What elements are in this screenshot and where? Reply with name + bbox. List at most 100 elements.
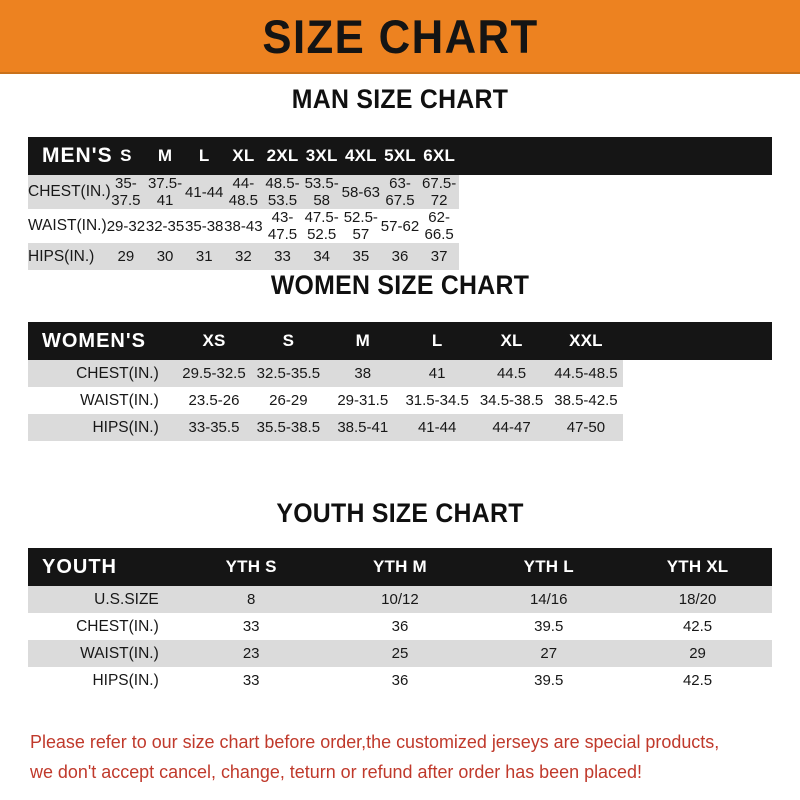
measurement-cell: 31.5-34.5 xyxy=(399,387,475,414)
row-spacer xyxy=(458,175,772,209)
measurement-cell: 44-47 xyxy=(474,414,549,441)
measurement-cell: 32.5-35.5 xyxy=(251,360,326,387)
header-spacer xyxy=(459,137,772,175)
measurement-cell: 35 xyxy=(341,243,381,270)
column-header: XS xyxy=(202,331,226,350)
measurement-cell: 67.5-72 xyxy=(419,175,459,209)
section-title-youth: YOUTH SIZE CHART xyxy=(276,498,524,528)
measurement-cell: 38-43 xyxy=(223,209,263,243)
measurement-cell: 23 xyxy=(176,640,326,667)
footer-notice: Please refer to our size chart before or… xyxy=(30,727,753,787)
measurement-cell: 36 xyxy=(380,243,420,270)
measurement-cell: 36 xyxy=(325,667,475,694)
measurement-cell: 10/12 xyxy=(325,586,475,613)
column-header: YTH L xyxy=(523,557,574,576)
banner: SIZE CHART xyxy=(0,0,800,74)
men-table-head: MEN'S S M L XL 2XL 3XL 4XL 5XL 6XL xyxy=(28,137,772,175)
measurement-cell: 33 xyxy=(262,243,303,270)
row-label: HIPS(IN.) xyxy=(28,414,177,441)
column-header: S xyxy=(282,331,295,350)
measurement-cell: 42.5 xyxy=(623,667,772,694)
table-row: WAIST(IN.) 23 25 27 29 xyxy=(28,640,772,667)
measurement-cell: 58-63 xyxy=(341,175,381,209)
column-header: YTH S xyxy=(225,557,277,576)
table-row: WAIST(IN.) 23.5-26 26-29 29-31.5 31.5-34.5 34… xyxy=(28,387,772,414)
measurement-cell: 37.5-41 xyxy=(145,175,185,209)
youth-size-table: YOUTH YTH S YTH M YTH L YTH XL U.S.SIZE 8 10/1… xyxy=(28,548,772,694)
row-label: HIPS(IN.) xyxy=(28,667,177,694)
measurement-cell: 35-37.5 xyxy=(106,175,146,209)
men-table-body: CHEST(IN.) 35-37.5 37.5-41 41-44 44-48.5 48.5… xyxy=(28,175,772,270)
measurement-cell: 41-44 xyxy=(184,175,224,209)
table-header-row: YOUTH YTH S YTH M YTH L YTH XL xyxy=(28,548,772,586)
measurement-cell: 29 xyxy=(623,640,772,667)
measurement-cell: 14/16 xyxy=(474,586,624,613)
measurement-cell: 52.5-57 xyxy=(341,209,381,243)
youth-table-head: YOUTH YTH S YTH M YTH L YTH XL xyxy=(28,548,772,586)
table-row: WAIST(IN.) 29-32 32-35 35-38 38-43 43-47.5 47.… xyxy=(28,209,772,243)
measurement-cell: 18/20 xyxy=(623,586,772,613)
row-label: WAIST(IN.) xyxy=(28,387,177,414)
women-table-body: CHEST(IN.) 29.5-32.5 32.5-35.5 38 41 44.5 44.5… xyxy=(28,360,772,441)
column-header: XL xyxy=(500,331,523,350)
table-row: U.S.SIZE 8 10/12 14/16 18/20 xyxy=(28,586,772,613)
measurement-cell: 30 xyxy=(145,243,185,270)
measurement-cell: 53.5-58 xyxy=(302,175,342,209)
table-row: CHEST(IN.) 35-37.5 37.5-41 41-44 44-48.5 48.5… xyxy=(28,175,772,209)
measurement-cell: 33 xyxy=(176,667,326,694)
women-table-head: WOMEN'S XS S M L XL XXL xyxy=(28,322,772,360)
column-header: YTH XL xyxy=(666,557,729,576)
table-corner-label: YOUTH xyxy=(42,555,117,578)
measurement-cell: 29 xyxy=(106,243,146,270)
measurement-cell: 34.5-38.5 xyxy=(474,387,549,414)
measurement-cell: 47.5-52.5 xyxy=(302,209,342,243)
youth-table-body: U.S.SIZE 8 10/12 14/16 18/20 CHEST(IN.) 33 36 39… xyxy=(28,586,772,694)
column-header: M xyxy=(157,146,173,165)
measurement-cell: 38.5-42.5 xyxy=(548,387,624,414)
table-header-row: MEN'S S M L XL 2XL 3XL 4XL 5XL 6XL xyxy=(28,137,772,175)
row-label: CHEST(IN.) xyxy=(28,360,177,387)
measurement-cell: 26-29 xyxy=(251,387,326,414)
row-spacer xyxy=(458,209,772,243)
measurement-cell: 39.5 xyxy=(474,667,624,694)
table-corner-label: WOMEN'S xyxy=(42,329,146,352)
section-title-man: MAN SIZE CHART xyxy=(291,84,509,114)
measurement-cell: 32 xyxy=(223,243,263,270)
row-spacer xyxy=(623,387,772,414)
women-size-table: WOMEN'S XS S M L XL XXL CHEST(IN.) 29.5-32.5 32.… xyxy=(28,322,772,441)
measurement-cell: 57-62 xyxy=(380,209,420,243)
table-row: CHEST(IN.) 29.5-32.5 32.5-35.5 38 41 44.5 44.5… xyxy=(28,360,772,387)
measurement-cell: 33-35.5 xyxy=(176,414,252,441)
column-header: YTH M xyxy=(373,557,427,576)
table-row: HIPS(IN.) 33-35.5 35.5-38.5 38.5-41 41-44 44-… xyxy=(28,414,772,441)
row-label: WAIST(IN.) xyxy=(28,640,177,667)
measurement-cell: 62-66.5 xyxy=(419,209,459,243)
measurement-cell: 41-44 xyxy=(399,414,475,441)
measurement-cell: 48.5-53.5 xyxy=(262,175,303,209)
measurement-cell: 44.5-48.5 xyxy=(548,360,624,387)
column-header: L xyxy=(198,146,210,165)
table-row: CHEST(IN.) 33 36 39.5 42.5 xyxy=(28,613,772,640)
row-label: U.S.SIZE xyxy=(28,586,177,613)
measurement-cell: 29-31.5 xyxy=(325,387,400,414)
table-row: HIPS(IN.) 29 30 31 32 33 34 35 36 37 xyxy=(28,243,772,270)
measurement-cell: 36 xyxy=(325,613,475,640)
measurement-cell: 29.5-32.5 xyxy=(176,360,252,387)
measurement-cell: 38.5-41 xyxy=(325,414,400,441)
section-title-women: WOMEN SIZE CHART xyxy=(270,270,530,300)
page-title: SIZE CHART xyxy=(261,9,539,63)
measurement-cell: 38 xyxy=(325,360,400,387)
row-label: HIPS(IN.) xyxy=(28,243,107,270)
column-header: 6XL xyxy=(423,146,456,165)
measurement-cell: 41 xyxy=(399,360,475,387)
measurement-cell: 39.5 xyxy=(474,613,624,640)
footer-line-1: Please refer to our size chart before or… xyxy=(30,731,720,752)
row-spacer xyxy=(623,360,772,387)
measurement-cell: 32-35 xyxy=(145,209,185,243)
table-corner-label: MEN'S xyxy=(42,144,113,167)
measurement-cell: 27 xyxy=(474,640,624,667)
measurement-cell: 43-47.5 xyxy=(262,209,303,243)
column-header: 5XL xyxy=(384,146,416,165)
column-header: M xyxy=(355,331,370,350)
